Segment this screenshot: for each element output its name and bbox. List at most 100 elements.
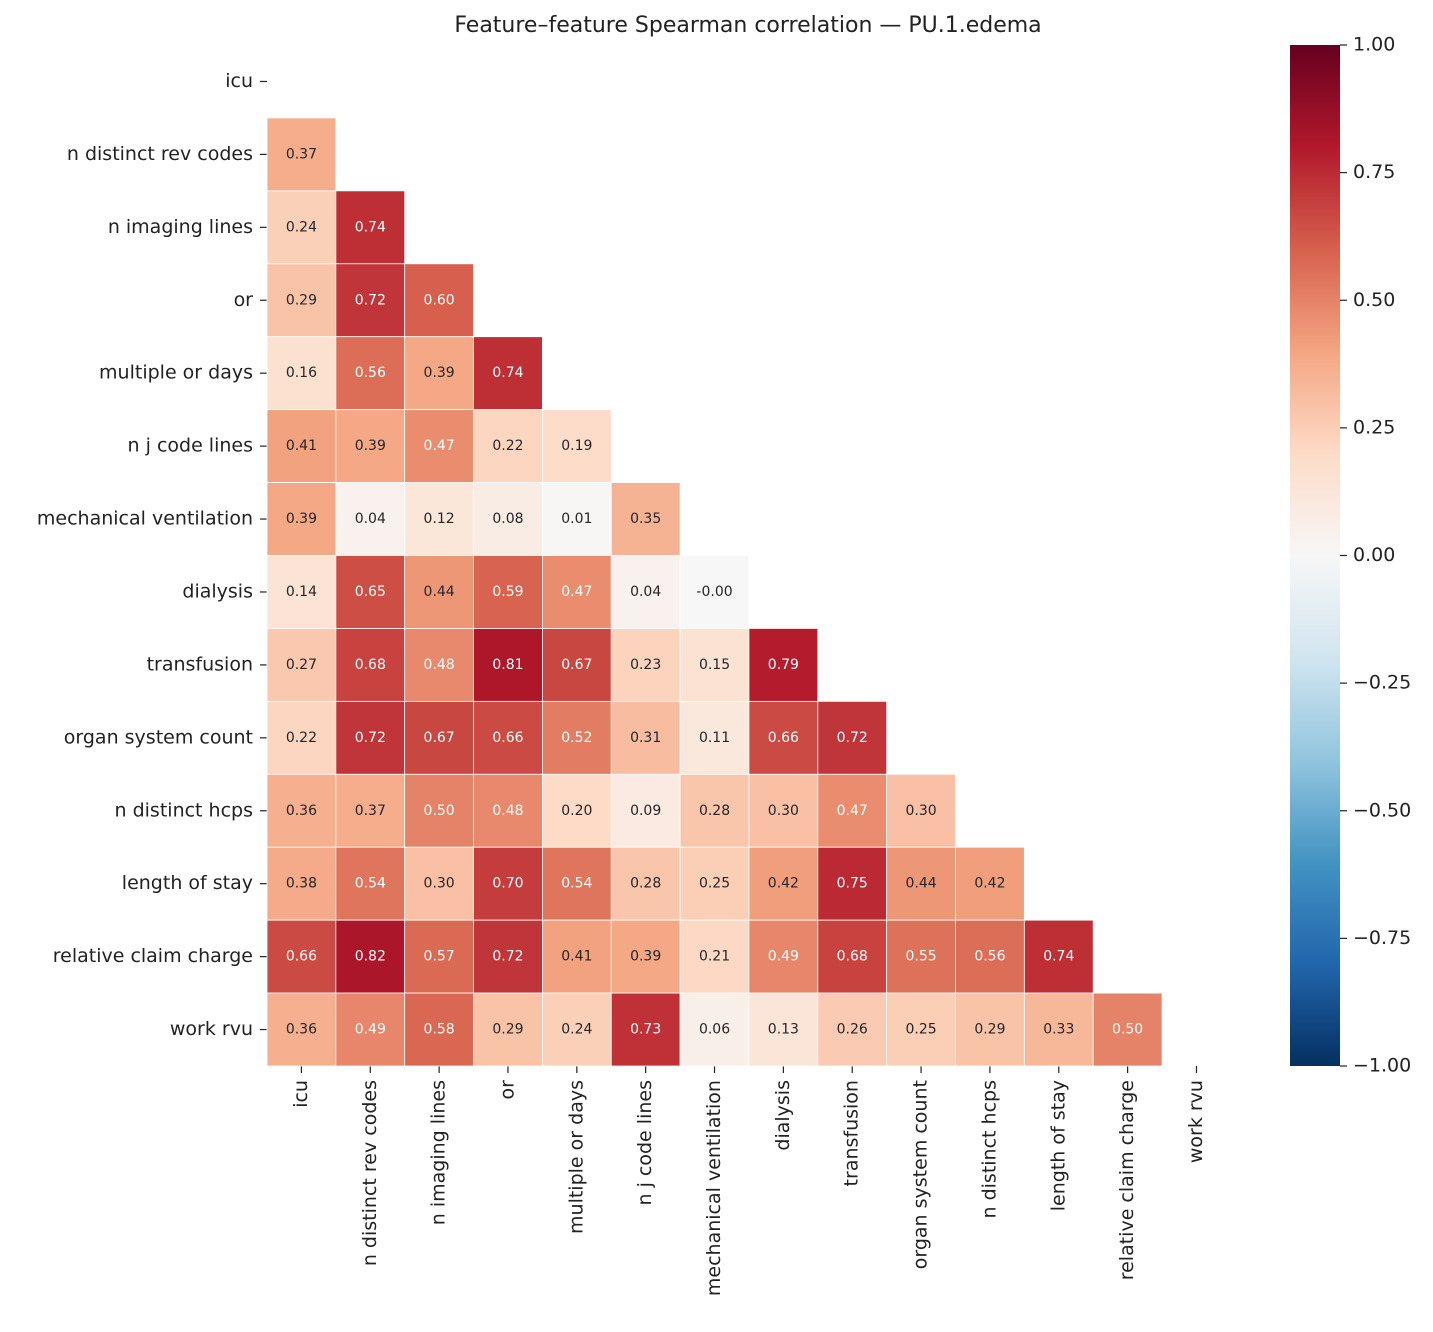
cell-label: 0.41 [561,949,592,965]
cell [610,773,681,848]
cell [335,190,406,265]
cell-label: 0.72 [355,730,386,746]
cell [679,846,750,921]
cell-label: 0.72 [492,949,523,965]
cell-label: 0.35 [630,511,661,527]
cell-label: 0.42 [974,876,1005,892]
cell [404,700,474,775]
cell-label: 0.66 [492,730,523,746]
cell-label: 0.47 [424,438,455,454]
cell [610,628,681,702]
cell-label: 0.56 [974,949,1005,965]
cell-label: 0.59 [492,584,523,600]
cell [335,409,406,483]
cell-label: 0.39 [355,438,386,454]
x-tick-label: n imaging lines [428,1080,450,1225]
cell-label: 0.74 [1043,949,1074,965]
cell-label: 0.01 [561,511,592,527]
cell-label: 0.21 [699,949,730,965]
cell [542,409,612,483]
cell-label: 0.37 [355,803,386,819]
cell [886,992,956,1067]
cell [473,992,543,1067]
x-tick-label: multiple or days [565,1080,587,1234]
cell [679,628,750,702]
cell [335,336,406,411]
y-tick-label: transfusion [147,653,253,675]
cell-label: 0.36 [286,803,317,819]
cell [404,555,474,629]
cell [335,700,406,775]
cell-label: 0.25 [699,876,730,892]
x-tick-label: n j code lines [634,1080,656,1205]
cell-label: 0.39 [424,365,455,381]
cell [266,409,337,483]
cell [886,919,956,994]
cell [886,773,956,848]
cell-label: 0.22 [492,438,523,454]
y-tick-label: work rvu [170,1018,253,1040]
cell-label: 0.08 [492,511,523,527]
cell-label: 0.14 [286,584,317,600]
cell [679,555,750,629]
cell [748,846,819,921]
cell-label: 0.49 [355,1022,386,1038]
cell [335,263,406,338]
cell [748,919,819,994]
cell [266,263,337,338]
cell-label: 0.42 [768,876,799,892]
cell-label: 0.29 [492,1022,523,1038]
cell [817,700,888,775]
cell [404,263,474,338]
cell [266,482,337,556]
cell-label: 0.57 [424,949,455,965]
cell-label: 0.66 [768,730,799,746]
cell [748,992,819,1067]
cell [542,482,612,556]
cell-label: 0.30 [768,803,799,819]
cell [748,773,819,848]
cell [955,919,1025,994]
cell-label: 0.67 [424,730,455,746]
cell-label: 0.30 [424,876,455,892]
cell-label: 0.39 [286,511,317,527]
colorbar-tick-label: 0.75 [1353,161,1395,183]
cell-label: 0.47 [561,584,592,600]
cell-label: 0.66 [286,949,317,965]
cell [542,846,612,921]
cell [335,628,406,702]
y-tick-label: dialysis [182,580,253,602]
colorbar-tick-label: −0.75 [1353,927,1411,949]
x-tick-label: length of stay [1047,1080,1069,1211]
y-tick-label: n imaging lines [108,216,253,238]
y-tick-label: or [234,289,254,311]
cell-label: 0.79 [768,657,799,673]
y-tick-label: mechanical ventilation [37,508,253,530]
cell [404,482,474,556]
cell [404,919,474,994]
cell-label: 0.39 [630,949,661,965]
cell-label: 0.25 [905,1022,936,1038]
colorbar-tick-label: 1.00 [1353,34,1395,56]
y-tick-label: multiple or days [99,362,253,384]
cell-label: 0.72 [355,292,386,308]
cell-label: 0.60 [424,292,455,308]
cell [886,846,956,921]
cell-label: 0.13 [768,1022,799,1038]
cell [817,992,888,1067]
cell [542,773,612,848]
cell [473,773,543,848]
cell-label: 0.48 [492,803,523,819]
cell [404,773,474,848]
cell-label: 0.54 [561,876,592,892]
cell-label: 0.52 [561,730,592,746]
cell-label: 0.68 [355,657,386,673]
cell-label: 0.37 [286,146,317,162]
cell-label: 0.72 [837,730,868,746]
colorbar-tick-label: −1.00 [1353,1055,1411,1077]
x-tick-label: mechanical ventilation [703,1080,725,1296]
x-tick-label: dialysis [772,1080,794,1151]
cell-label: 0.04 [630,584,661,600]
